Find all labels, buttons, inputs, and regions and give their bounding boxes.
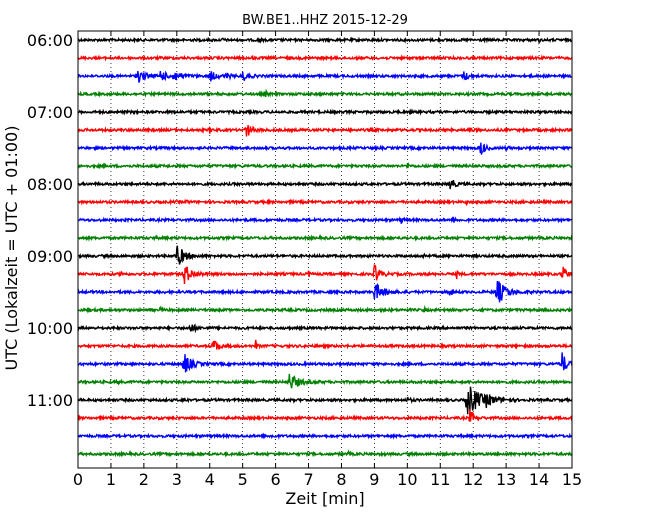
x-tick-label: 7 [303,470,313,489]
x-axis-label: Zeit [min] [285,489,364,508]
seismic-trace [77,352,573,373]
x-tick-label: 15 [562,470,582,489]
y-tick-label: 07:00 [27,103,73,122]
seismic-trace [77,339,573,350]
seismic-trace [77,70,573,83]
seismic-trace [77,449,573,458]
seismic-trace [77,304,573,314]
seismic-trace [77,281,573,303]
seismic-trace [77,108,573,116]
seismic-trace [77,36,573,45]
chart-title: BW.BE1..HHZ 2015-12-29 [242,13,408,28]
x-tick-label: 5 [238,470,248,489]
seismic-trace [77,409,573,422]
x-tick-label: 10 [397,470,417,489]
seismic-trace [77,386,573,415]
seismic-trace [77,161,573,170]
seismic-trace [77,234,573,242]
seismic-trace [77,198,573,207]
seismic-trace [77,142,573,155]
y-axis-label: UTC (Lokalzeit = UTC + 01:00) [2,126,21,371]
x-tick-label: 9 [369,470,379,489]
x-tick-label: 12 [463,470,483,489]
plot-frame [77,30,573,469]
seismic-trace [77,373,573,389]
x-tick-label: 14 [529,470,549,489]
seismic-trace [77,179,573,190]
y-tick-label: 11:00 [27,391,73,410]
y-tick-label: 09:00 [27,247,73,266]
x-axis-ticks: 0 1 2 3 4 5 6 7 8 9 10 11 12 13 14 15 [73,31,582,489]
seismic-trace [77,216,573,224]
seismic-trace [77,245,573,265]
x-tick-label: 3 [172,470,182,489]
x-tick-label: 8 [336,470,346,489]
x-tick-label: 11 [430,470,450,489]
vertical-grid [110,31,540,468]
trace-group [77,36,573,458]
seismic-trace [77,323,573,334]
y-tick-label: 06:00 [27,31,73,50]
x-tick-label: 4 [205,470,215,489]
x-tick-label: 13 [496,470,516,489]
x-tick-label: 0 [73,470,83,489]
seismic-trace [77,264,573,284]
seismic-trace [77,125,573,137]
y-tick-label: 10:00 [27,319,73,338]
x-tick-label: 6 [271,470,281,489]
y-tick-label: 08:00 [27,175,73,194]
seismic-trace [77,54,573,62]
seismic-trace [77,88,573,98]
x-tick-label: 1 [106,470,116,489]
seismic-trace [77,432,573,440]
y-axis-ticks: 06:00 07:00 08:00 09:00 10:00 11:00 [27,31,83,410]
x-tick-label: 2 [139,470,149,489]
